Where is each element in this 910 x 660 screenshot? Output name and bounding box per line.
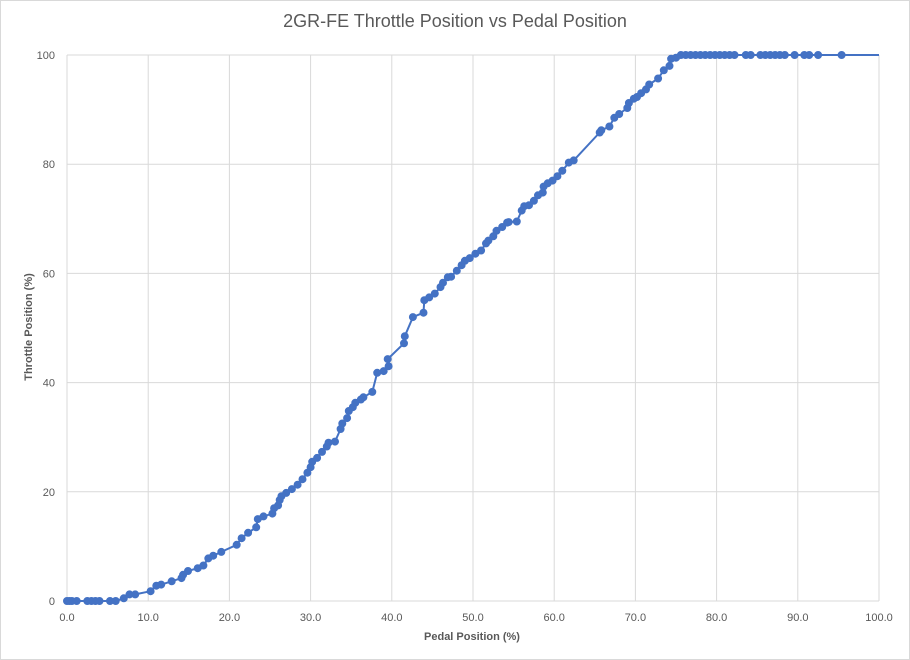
- data-point: [529, 196, 538, 205]
- y-tick-label: 40: [43, 378, 55, 390]
- data-point: [343, 414, 352, 423]
- data-point: [217, 547, 226, 556]
- data-point: [368, 387, 377, 396]
- y-tick-label: 80: [43, 159, 55, 171]
- data-point: [95, 597, 104, 605]
- x-tick-label: 40.0: [381, 612, 402, 624]
- data-point: [814, 51, 823, 59]
- data-point: [287, 485, 296, 494]
- y-axis-title: Throttle Position (%): [23, 273, 35, 381]
- data-point: [548, 176, 557, 185]
- data-point: [384, 362, 393, 371]
- data-point: [805, 51, 814, 59]
- data-points: [63, 51, 846, 605]
- y-axis-ticks: 0 20 40 60 80 100: [37, 50, 55, 608]
- data-point: [313, 453, 322, 462]
- data-point: [324, 438, 333, 447]
- data-point: [408, 313, 417, 322]
- data-point: [157, 580, 166, 589]
- x-tick-label: 100.0: [865, 612, 893, 624]
- data-point: [293, 480, 302, 489]
- data-point: [359, 393, 368, 402]
- data-point: [111, 597, 120, 605]
- chart-title: 2GR-FE Throttle Position vs Pedal Positi…: [283, 11, 627, 31]
- data-point: [498, 223, 507, 231]
- data-point: [400, 339, 408, 348]
- data-point: [730, 51, 739, 59]
- data-point: [558, 166, 567, 175]
- data-point: [199, 561, 208, 570]
- data-point: [425, 293, 434, 302]
- data-point: [419, 308, 428, 317]
- data-point: [72, 597, 81, 605]
- gridlines: [66, 54, 880, 602]
- data-point: [237, 534, 246, 543]
- data-point: [477, 246, 486, 255]
- data-point: [338, 419, 347, 428]
- data-point: [624, 99, 633, 107]
- data-point: [331, 437, 339, 446]
- y-tick-label: 20: [43, 487, 55, 499]
- x-tick-label: 60.0: [543, 612, 564, 624]
- data-point: [452, 266, 461, 275]
- data-point: [209, 551, 218, 560]
- data-point: [167, 577, 176, 586]
- x-axis-ticks: 0.0 10.0 20.0 30.0 40.0 50.0 60.0 70.0 80.0 90.0 1…: [59, 612, 892, 624]
- data-point: [665, 61, 674, 70]
- data-point: [131, 590, 140, 599]
- data-point: [400, 332, 409, 341]
- x-axis-title: Pedal Position (%): [424, 631, 520, 643]
- data-point: [654, 74, 663, 83]
- data-point: [447, 272, 456, 281]
- y-tick-label: 100: [37, 50, 55, 62]
- data-point: [379, 367, 388, 376]
- data-point: [659, 66, 668, 75]
- y-tick-label: 0: [49, 596, 55, 608]
- data-point: [282, 488, 291, 497]
- data-point: [790, 51, 799, 59]
- data-point: [484, 236, 493, 245]
- data-point: [525, 201, 533, 210]
- data-point: [512, 217, 521, 226]
- data-point: [569, 156, 578, 165]
- data-point: [837, 51, 846, 59]
- data-point: [184, 567, 192, 575]
- data-point: [465, 254, 474, 263]
- data-point: [383, 355, 392, 364]
- data-point: [146, 587, 155, 596]
- x-tick-label: 30.0: [300, 612, 321, 624]
- data-point: [597, 126, 606, 135]
- data-point: [780, 51, 789, 59]
- data-point: [553, 172, 562, 181]
- data-point: [244, 528, 253, 537]
- x-tick-label: 80.0: [706, 612, 727, 624]
- x-tick-label: 90.0: [787, 612, 808, 624]
- data-point: [259, 512, 268, 521]
- data-point: [605, 122, 614, 131]
- data-point: [252, 523, 261, 532]
- data-point: [318, 447, 326, 456]
- data-point: [439, 278, 447, 287]
- data-point: [119, 594, 128, 603]
- data-point: [298, 475, 307, 484]
- data-point: [492, 226, 501, 235]
- data-point: [504, 218, 513, 227]
- data-point: [645, 80, 654, 89]
- data-point: [232, 540, 241, 549]
- x-tick-label: 50.0: [462, 612, 483, 624]
- data-point: [430, 289, 439, 298]
- y-tick-label: 60: [43, 268, 55, 280]
- data-point: [615, 110, 624, 118]
- data-point: [373, 368, 382, 377]
- x-tick-label: 0.0: [59, 612, 74, 624]
- x-tick-label: 70.0: [625, 612, 646, 624]
- x-tick-label: 20.0: [219, 612, 240, 624]
- data-point: [746, 51, 755, 59]
- x-tick-label: 10.0: [137, 612, 158, 624]
